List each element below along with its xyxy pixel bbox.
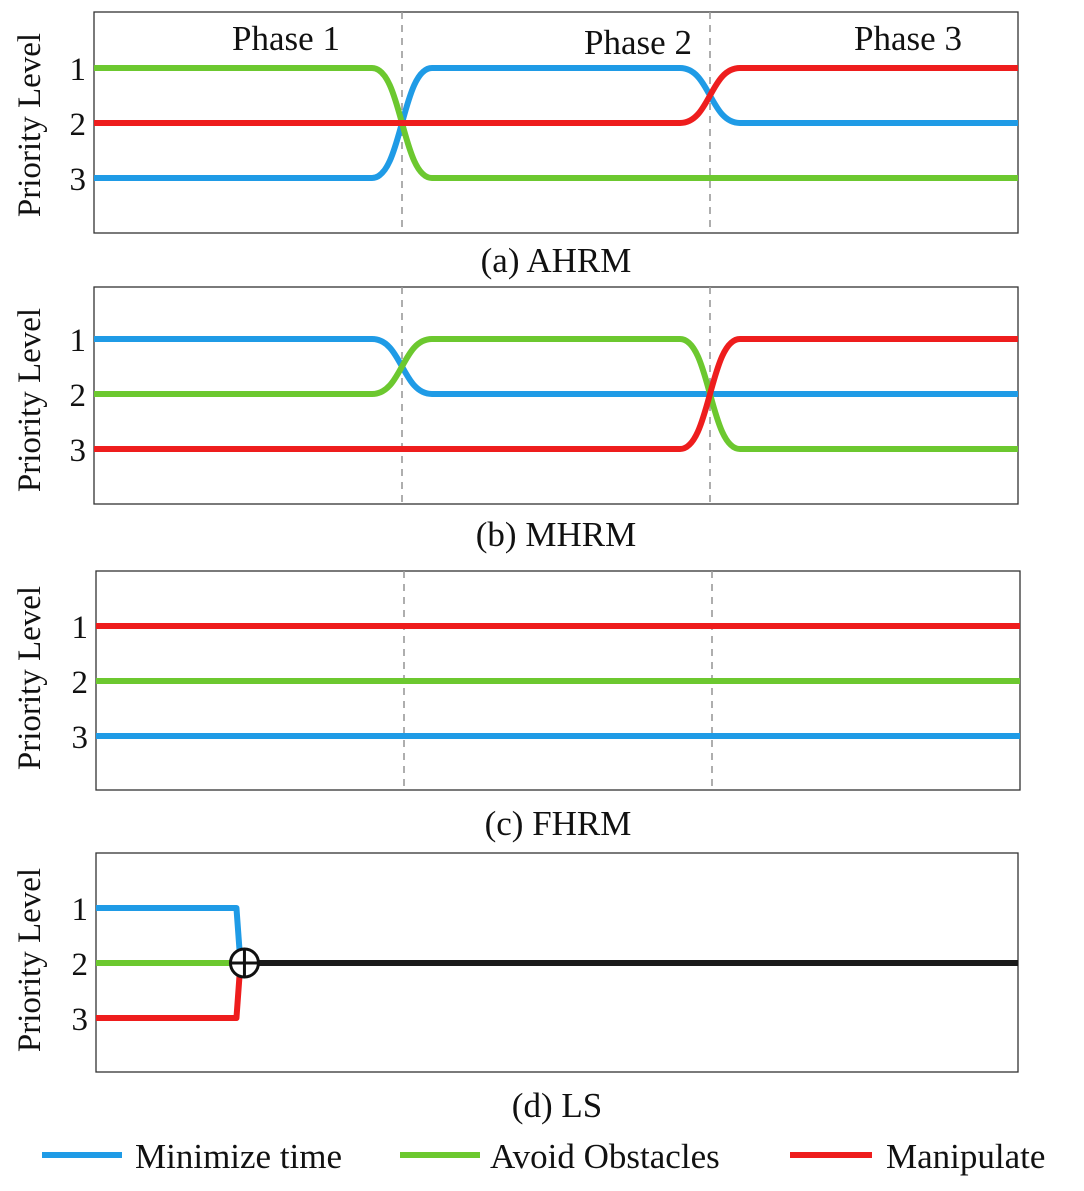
chart-panel-4: 1 2 3 Priority Level (d) LS [12,852,1019,1125]
y-axis-label: Priority Level [12,586,48,770]
ytick-label-2: 2 [72,665,89,701]
phase-label-1: Phase 1 [232,19,340,58]
chart-panel-1: 1 2 3 Priority Level (a) AHRM [12,11,1019,280]
ytick-label-2: 2 [70,378,87,414]
series-line-manipulate [94,336,1018,452]
panel-caption: (a) AHRM [481,241,632,280]
legend-label-manipulate: Manipulate [886,1137,1045,1176]
chart-panel-3: 1 2 3 Priority Level (c) FHRM [12,570,1021,843]
ytick-label-1: 1 [70,52,87,88]
series-line-manipulate [96,962,244,1021]
chart-panel-2: 1 2 3 Priority Level (b) MHRM [12,286,1019,554]
series-line-minimize-time [94,65,1018,181]
panel-caption: (b) MHRM [476,515,636,554]
phase-labels: Phase 1 Phase 2 Phase 3 [232,19,962,62]
y-axis-label: Priority Level [12,308,48,492]
ytick-label-2: 2 [70,107,87,143]
panel-caption: (c) FHRM [485,804,632,843]
phase-label-3: Phase 3 [854,19,962,58]
ytick-label-3: 3 [72,720,89,756]
ytick-label-1: 1 [72,610,89,646]
series-line-minimize-time [96,905,244,964]
ytick-label-2: 2 [72,947,89,983]
legend-label-avoid-obstacles: Avoid Obstacles [490,1137,720,1176]
phase-label-2: Phase 2 [584,23,692,62]
y-axis-label: Priority Level [12,33,48,217]
y-axis-label: Priority Level [12,868,48,1052]
chart-panels: 1 2 3 Priority Level (a) AHRM 1 2 3 Priority Lev… [12,11,1021,1125]
series-line-avoid-obstacles [94,65,1018,181]
series-line-minimize-time [94,336,1018,397]
ytick-label-3: 3 [72,1002,89,1038]
ytick-label-1: 1 [70,323,87,359]
series-line-avoid-obstacles [94,336,1018,452]
legend: Minimize time Avoid Obstacles Manipulate [42,1137,1045,1176]
ytick-label-3: 3 [70,433,87,469]
series-line-manipulate [94,65,1018,127]
panel-caption: (d) LS [512,1086,602,1125]
ytick-label-3: 3 [70,162,87,198]
merge-symbol-icon [228,947,260,979]
legend-label-minimize-time: Minimize time [135,1137,342,1176]
ytick-label-1: 1 [72,892,89,928]
